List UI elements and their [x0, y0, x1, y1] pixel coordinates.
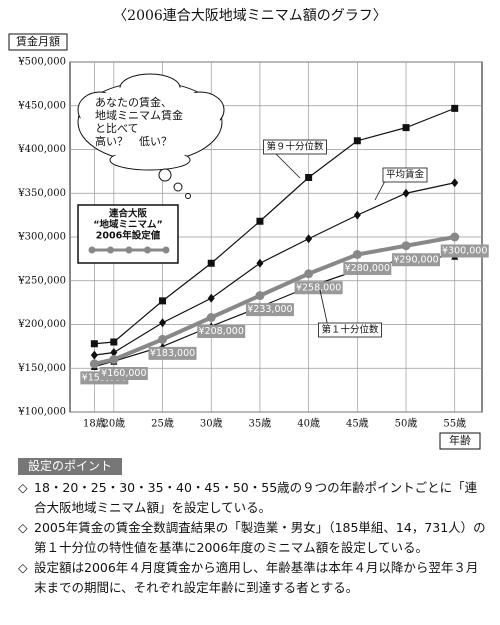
value-label-bg — [440, 244, 489, 258]
callout-text: 高い？ 低い？ — [95, 134, 172, 148]
notes: 設定のポイント 18・20・25・30・35・40・45・50・55歳の９つの年… — [18, 456, 486, 598]
value-label-bg — [197, 325, 246, 338]
x-tick-label: 40歳 — [297, 418, 320, 430]
value-label: ¥233,000 — [247, 304, 292, 315]
chart-title: 〈2006連合大阪地域ミニマム額のグラフ〉 — [113, 8, 387, 24]
x-label-box — [439, 432, 481, 450]
x-tick-label: 55歳 — [443, 418, 466, 430]
value-label-bg — [392, 253, 441, 267]
marker — [451, 104, 459, 112]
leader-line — [274, 152, 301, 179]
marker — [207, 293, 215, 303]
marker — [109, 355, 119, 364]
marker — [90, 340, 98, 348]
value-label-bg — [99, 367, 148, 380]
value-label-bg — [294, 281, 343, 295]
x-tick-label: 45歳 — [346, 418, 369, 430]
y-tick-label: ¥200,000 — [17, 319, 66, 330]
marker — [256, 258, 264, 268]
x-tick-label: 25歳 — [151, 418, 174, 430]
callout-bubble — [173, 182, 183, 192]
value-label: ¥208,000 — [199, 326, 244, 337]
marker — [401, 241, 411, 251]
value-label: ¥300,000 — [442, 246, 487, 257]
marker — [207, 259, 215, 267]
series-label-box — [382, 167, 428, 183]
marker — [305, 234, 313, 244]
marker — [159, 297, 167, 305]
series-label: 第１十分位数 — [321, 324, 379, 336]
value-label: ¥160,000 — [101, 368, 146, 379]
series-label-box — [263, 139, 327, 155]
marker — [90, 350, 98, 360]
callout-bubble — [185, 193, 191, 199]
marker — [402, 124, 410, 132]
y-tick-label: ¥450,000 — [17, 100, 66, 111]
value-label: ¥290,000 — [393, 254, 438, 265]
legend-marker — [107, 246, 114, 254]
marker — [158, 334, 168, 344]
value-label: ¥258,000 — [296, 282, 341, 293]
marker — [256, 217, 264, 225]
marker — [352, 250, 362, 259]
y-tick-label: ¥300,000 — [17, 232, 66, 243]
legend-text: 連合大阪 — [109, 208, 148, 220]
series-label: 第９十分位数 — [266, 141, 324, 153]
y-tick-label: ¥500,000 — [17, 57, 66, 68]
value-label-bg — [148, 346, 197, 360]
value-label: ¥280,000 — [345, 263, 390, 274]
note-item: 設定額は2006年４月度賃金から適用し、年齢基準は本年４月以降から翌年３月末まで… — [18, 558, 486, 598]
x-tick-label: 50歳 — [395, 418, 418, 430]
legend-marker — [144, 246, 151, 254]
y-axis-label: 賃金月額 — [16, 34, 60, 48]
legend-text: 2006年設定値 — [96, 230, 161, 242]
marker — [159, 318, 167, 328]
legend-marker — [125, 246, 133, 254]
y-tick-label: ¥350,000 — [17, 188, 66, 199]
value-label: ¥183,000 — [150, 348, 195, 359]
callout-text: 地域ミニマム賃金 — [95, 108, 183, 122]
marker — [450, 232, 460, 242]
value-label-bg — [245, 303, 294, 317]
series-label: 平均賃金 — [386, 169, 425, 181]
marker — [110, 348, 118, 357]
marker — [353, 137, 361, 145]
marker — [110, 338, 118, 346]
legend-marker — [162, 246, 170, 254]
series-label-box — [318, 322, 382, 338]
y-tick-label: ¥100,000 — [17, 407, 66, 418]
chart: 〈2006連合大阪地域ミニマム額のグラフ〉 賃金月額 年齢 ¥100,000 ¥1… — [8, 8, 489, 450]
callout-text: あなたの賃金、 — [95, 95, 172, 109]
callout-bubble — [158, 168, 172, 182]
legend-marker — [88, 246, 96, 254]
marker — [206, 313, 216, 322]
callout-shape — [80, 84, 220, 160]
notes-heading: 設定のポイント — [18, 458, 123, 475]
y-tick-label: ¥250,000 — [17, 275, 66, 286]
note-item: 18・20・25・30・35・40・45・50・55歳の９つの年齢ポイントごとに… — [18, 478, 486, 518]
marker — [451, 178, 459, 188]
y-tick-label: ¥400,000 — [17, 144, 66, 155]
note-item: 2005年賃金の賃金全数調査結果の「製造業・男女」（185単組、14，731人）… — [18, 518, 486, 558]
x-tick-label: 35歳 — [249, 418, 272, 430]
y-label-box — [8, 33, 68, 51]
value-label-bg — [343, 262, 392, 275]
callout-text: と比べて — [95, 122, 139, 135]
x-tick-label: 20歳 — [102, 418, 125, 430]
marker — [255, 291, 265, 301]
marker — [305, 174, 313, 181]
x-axis-label: 年齢 — [449, 433, 471, 447]
marker — [402, 188, 410, 198]
leader-line — [374, 180, 386, 201]
marker — [89, 359, 99, 369]
marker — [353, 210, 361, 220]
legend-text: “地域ミニマム” — [93, 219, 163, 231]
x-tick-label: 18歳 — [83, 418, 106, 430]
x-tick-label: 30歳 — [200, 418, 223, 430]
y-tick-label: ¥150,000 — [17, 363, 66, 374]
marker — [304, 269, 314, 279]
